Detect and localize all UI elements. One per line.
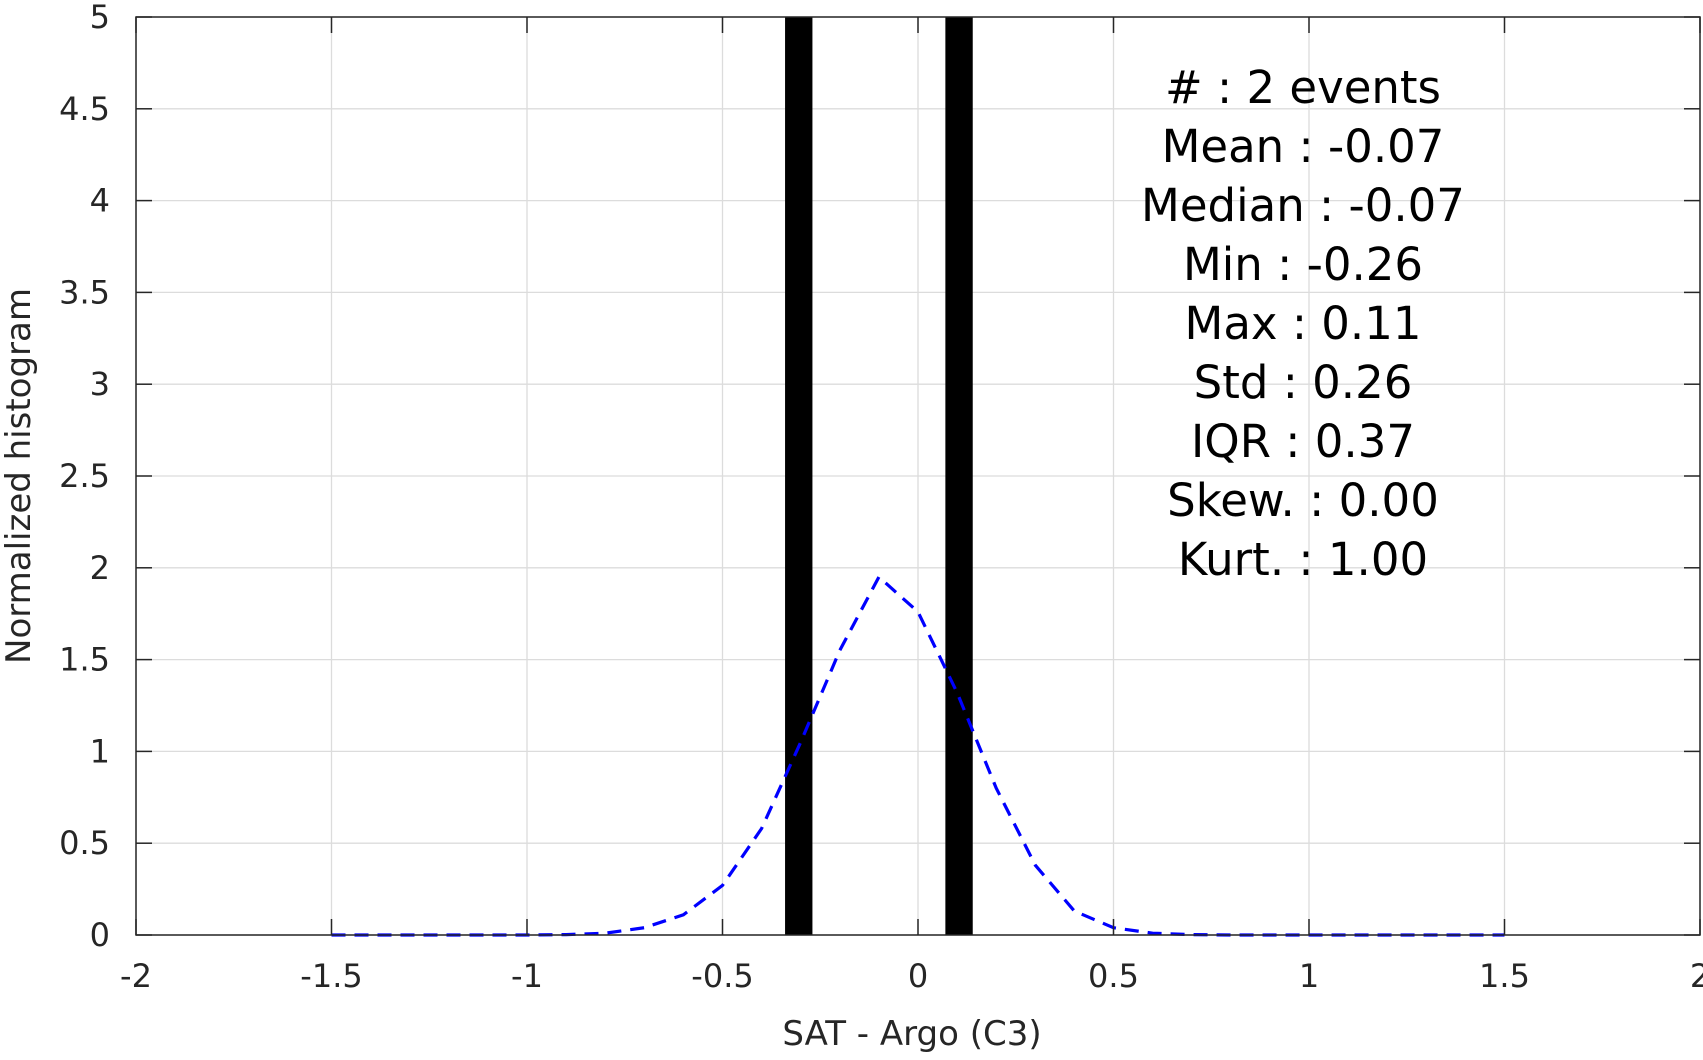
stat-line: Mean : -0.07 — [1162, 120, 1445, 173]
histogram-bar — [785, 17, 813, 935]
x-tick-label: 0.5 — [1088, 957, 1139, 995]
y-tick-label: 1 — [90, 732, 110, 770]
x-tick-label: 2 — [1690, 957, 1703, 995]
x-tick-label: -1.5 — [300, 957, 362, 995]
y-tick-label: 0 — [90, 916, 110, 954]
x-tick-label: -0.5 — [691, 957, 753, 995]
stat-line: Max : 0.11 — [1185, 297, 1422, 350]
x-tick-label: -1 — [511, 957, 543, 995]
y-tick-label: 4.5 — [59, 90, 110, 128]
histogram-bar — [945, 17, 973, 935]
y-axis-label: Normalized histogram — [0, 288, 39, 664]
stat-line: # : 2 events — [1165, 61, 1441, 114]
x-tick-label: -2 — [120, 957, 152, 995]
stat-line: IQR : 0.37 — [1191, 415, 1415, 468]
stat-line: Min : -0.26 — [1183, 238, 1423, 291]
stat-line: Skew. : 0.00 — [1167, 474, 1439, 527]
x-tick-label: 0 — [908, 957, 928, 995]
grid-lines — [135, 16, 1701, 936]
y-tick-label: 3.5 — [59, 273, 110, 311]
y-tick-label: 2 — [90, 549, 110, 587]
y-tick-label: 0.5 — [59, 824, 110, 862]
stat-line: Kurt. : 1.00 — [1178, 533, 1428, 586]
x-axis-ticks: -2 -1.5 -1 -0.5 0 0.5 1 1.5 2 — [120, 17, 1703, 995]
y-tick-label: 3 — [90, 365, 110, 403]
y-tick-label: 2.5 — [59, 457, 110, 495]
y-tick-label: 5 — [90, 0, 110, 36]
stat-line: Std : 0.26 — [1194, 356, 1413, 409]
stats-box: # : 2 events Mean : -0.07 Median : -0.07 Mi… — [1141, 61, 1465, 586]
y-tick-label: 1.5 — [59, 641, 110, 679]
histogram-bars — [785, 17, 973, 935]
y-tick-label: 4 — [90, 182, 110, 220]
x-axis-label: SAT - Argo (C3) — [782, 1014, 1041, 1054]
y-axis-ticks: 0 0.5 1 1.5 2 2.5 3 3.5 4 4.5 5 — [59, 0, 1700, 954]
x-tick-label: 1.5 — [1479, 957, 1530, 995]
stat-line: Median : -0.07 — [1141, 179, 1465, 232]
x-tick-label: 1 — [1299, 957, 1319, 995]
